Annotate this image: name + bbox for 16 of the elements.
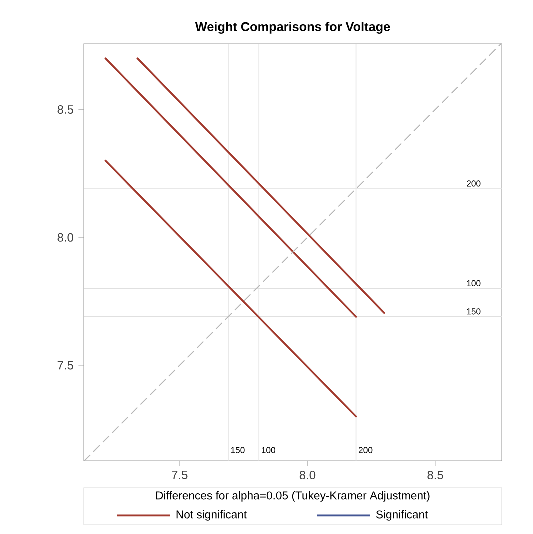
x-tick-label: 8.5 [428, 471, 444, 480]
annotation: 200 [467, 180, 481, 187]
annotation: 150 [467, 308, 481, 315]
annotation: 100 [262, 447, 276, 454]
legend-label: Significant [376, 510, 428, 521]
y-tick-label: 8.0 [58, 233, 74, 242]
y-tick-label: 8.5 [58, 105, 74, 114]
annotation: 200 [358, 447, 373, 454]
legend-title: Differences for alpha=0.05 (Tukey-Kramer Adjustment) [156, 491, 430, 502]
y-tick-label: 7.5 [58, 361, 74, 370]
chart-title: Weight Comparisons for Voltage [195, 22, 390, 34]
x-tick-label: 8.0 [300, 471, 316, 480]
annotation: 100 [467, 280, 481, 287]
annotation: 150 [231, 447, 245, 454]
x-tick-label: 7.5 [172, 471, 188, 480]
legend-label: Not significant [176, 510, 248, 521]
